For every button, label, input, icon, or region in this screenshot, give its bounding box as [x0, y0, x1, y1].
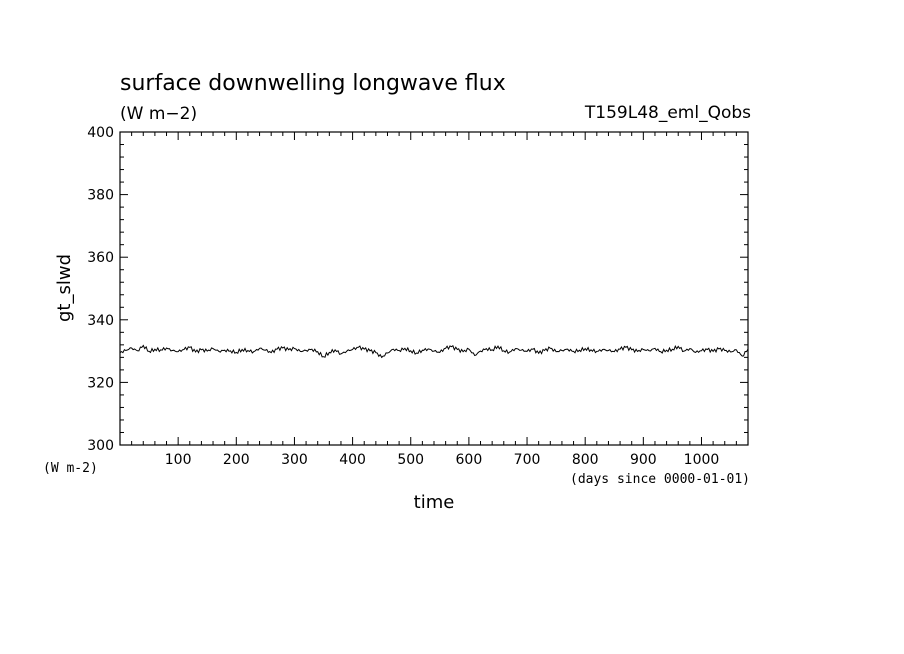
x-tick-label: 1000 [684, 452, 720, 468]
axis-ticks [120, 132, 748, 445]
plot-frame [119, 131, 749, 446]
x-tick-label: 400 [339, 452, 366, 468]
x-axis-label: time [414, 492, 455, 513]
experiment-label: T159L48_eml_Qobs [584, 103, 751, 123]
y-axis-units: (W m-2) [43, 461, 98, 476]
y-tick-label: 340 [87, 313, 114, 329]
chart-title: surface downwelling longwave flux [120, 71, 506, 96]
x-tick-labels: 100 200 300 400 500 600 700 800 900 1000 [165, 452, 720, 468]
x-tick-label: 600 [456, 452, 483, 468]
x-tick-label: 900 [630, 452, 657, 468]
y-tick-label: 360 [87, 250, 114, 266]
y-tick-labels: 300 320 340 360 380 400 [87, 125, 114, 454]
x-tick-label: 500 [397, 452, 424, 468]
chart-units-subtitle: (W m−2) [120, 104, 197, 124]
x-tick-label: 200 [223, 452, 250, 468]
y-tick-label: 300 [87, 438, 114, 454]
series-line-gt-slwd [119, 344, 749, 359]
y-tick-label: 320 [87, 375, 114, 391]
y-axis-label: gt_slwd [54, 254, 75, 322]
x-axis-units: (days since 0000-01-01) [570, 472, 750, 487]
x-tick-label: 100 [165, 452, 192, 468]
y-tick-label: 400 [87, 125, 114, 141]
x-tick-label: 300 [281, 452, 308, 468]
x-tick-label: 800 [572, 452, 599, 468]
x-tick-label: 700 [514, 452, 541, 468]
y-tick-label: 380 [87, 188, 114, 204]
